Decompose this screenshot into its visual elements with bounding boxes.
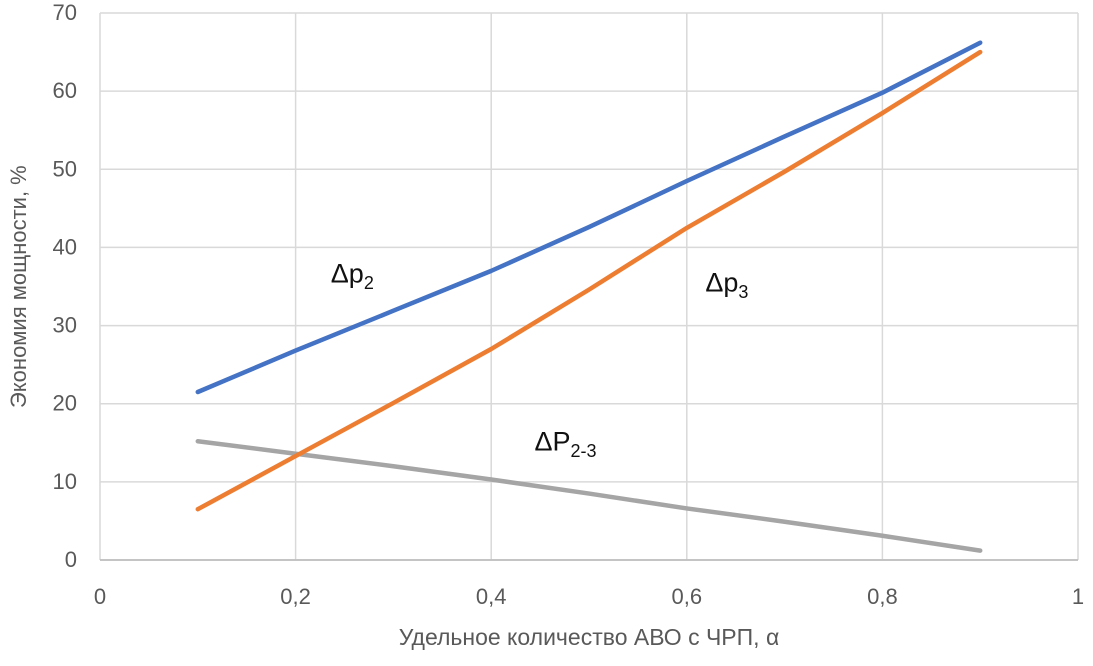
- series-label-ΔP2-3: ΔP2-3: [534, 426, 597, 461]
- series-label-base: Δp: [330, 258, 364, 289]
- series-label-subscript: 2-3: [570, 440, 597, 461]
- x-tick-label: 0: [94, 584, 106, 609]
- series-label-subscript: 3: [738, 282, 749, 303]
- x-tick-label: 1: [1072, 584, 1084, 609]
- x-tick-label: 0,2: [280, 584, 311, 609]
- series-label-Δp2: Δp2: [330, 258, 374, 291]
- y-tick-label: 60: [53, 78, 77, 103]
- x-tick-label: 0,4: [476, 584, 507, 609]
- y-tick-label: 30: [53, 313, 77, 338]
- x-tick-label: 0,8: [867, 584, 898, 609]
- series-label-subscript: 2: [363, 272, 374, 293]
- y-tick-label: 0: [65, 547, 77, 572]
- series-line-Δp3: [195, 49, 983, 512]
- x-axis-title: Удельное количество АВО с ЧРП, α: [398, 624, 780, 650]
- series-label-base: ΔP: [534, 426, 571, 457]
- y-tick-label: 50: [53, 156, 77, 181]
- series-label-Δp3: Δp3: [705, 267, 749, 303]
- x-tick-label: 0,6: [672, 584, 703, 609]
- y-tick-label: 20: [53, 391, 77, 416]
- y-axis-title: Экономия мощности, %: [6, 165, 31, 408]
- series-label-base: Δp: [705, 267, 739, 298]
- y-tick-label: 70: [53, 0, 77, 25]
- series-line-ΔP2-3: [195, 438, 983, 553]
- series-line-Δp2: [195, 40, 983, 395]
- y-tick-label: 10: [53, 469, 77, 494]
- y-tick-label: 40: [53, 234, 77, 259]
